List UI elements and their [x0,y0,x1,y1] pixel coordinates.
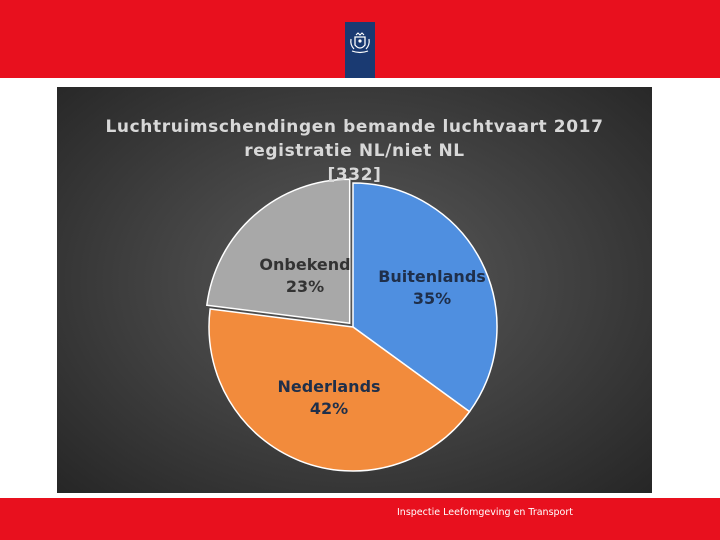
slice-percent-onbekend: 23% [286,277,324,296]
pie-chart: Buitenlands 35% Nederlands 42% Onbekend 23% [205,178,498,472]
slice-percent-nederlands: 42% [310,399,348,418]
slice-name-nederlands: Nederlands [277,377,380,396]
chart-panel: Buitenlands 35% Nederlands 42% Onbekend 23% L… [57,87,652,493]
pie-slice-buitenlands [352,182,498,413]
chart-title-line-3: [332] [327,165,382,185]
footer-bar [0,498,720,540]
chart-title: Luchtruimschendingen bemande luchtvaart … [57,115,652,187]
pie-slice-onbekend [205,178,351,325]
slice-name-onbekend: Onbekend [259,255,350,274]
chart-title-line-1: Luchtruimschendingen bemande luchtvaart … [105,117,604,137]
dutch-coat-of-arms-icon [350,32,370,54]
footer-text: Inspectie Leefomgeving en Transport [397,507,573,518]
header-bar [0,0,720,78]
pie-slice-nederlands [208,308,471,472]
chart-title-line-2: registratie NL/niet NL [244,141,465,161]
slice-name-buitenlands: Buitenlands [378,267,486,286]
slice-percent-buitenlands: 35% [413,289,451,308]
coat-of-arms-logo [345,22,375,78]
